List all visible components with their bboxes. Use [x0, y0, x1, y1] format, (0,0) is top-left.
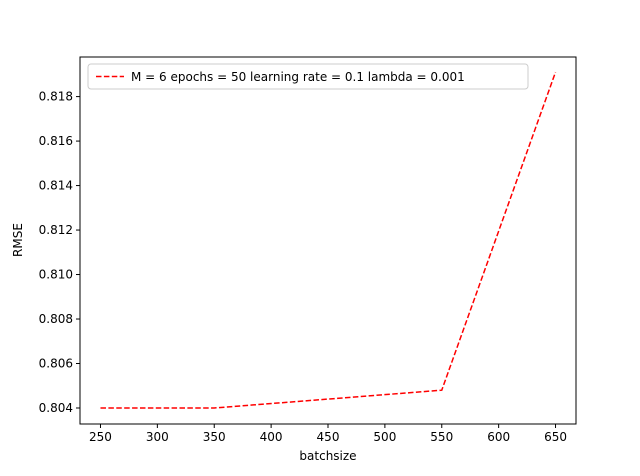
x-tick-label: 500 [373, 430, 396, 444]
x-tick-label: 400 [260, 430, 283, 444]
y-tick-label: 0.810 [39, 268, 73, 282]
y-tick-label: 0.806 [39, 357, 73, 371]
y-tick-label: 0.812 [39, 223, 73, 237]
axes: 250 300 350 400 450 500 550 600 650 0.8040.8060.… [11, 56, 577, 463]
x-tick-label: 450 [317, 430, 340, 444]
series-lines [100, 71, 557, 409]
legend-label: M = 6 epochs = 50 learning rate = 0.1 la… [131, 70, 465, 84]
y-axis-ticks: 0.804 0.806 0.808 0.810 0.812 0.814 0.816 0.818 [39, 90, 80, 415]
y-tick-label: 0.808 [39, 312, 73, 326]
y-tick-label: 0.814 [39, 179, 73, 193]
x-tick-label: 300 [146, 430, 169, 444]
x-tick-label: 550 [430, 430, 453, 444]
y-tick-label: 0.804 [39, 401, 73, 415]
x-tick-label: 250 [89, 430, 112, 444]
y-axis-label: RMSE [11, 223, 25, 257]
y-tick-label: 0.816 [39, 134, 73, 148]
x-tick-label: 650 [544, 430, 567, 444]
series-line-0 [100, 71, 557, 409]
x-tick-label: 600 [487, 430, 510, 444]
y-tick-label: 0.818 [39, 90, 73, 104]
x-axis-ticks: 250 300 350 400 450 500 550 600 650 [89, 424, 567, 444]
legend-box [87, 63, 529, 90]
legend: M = 6 epochs = 50 learning rate = 0.1 la… [87, 63, 529, 90]
x-axis-label: batchsize [299, 449, 356, 463]
x-tick-label: 350 [203, 430, 226, 444]
